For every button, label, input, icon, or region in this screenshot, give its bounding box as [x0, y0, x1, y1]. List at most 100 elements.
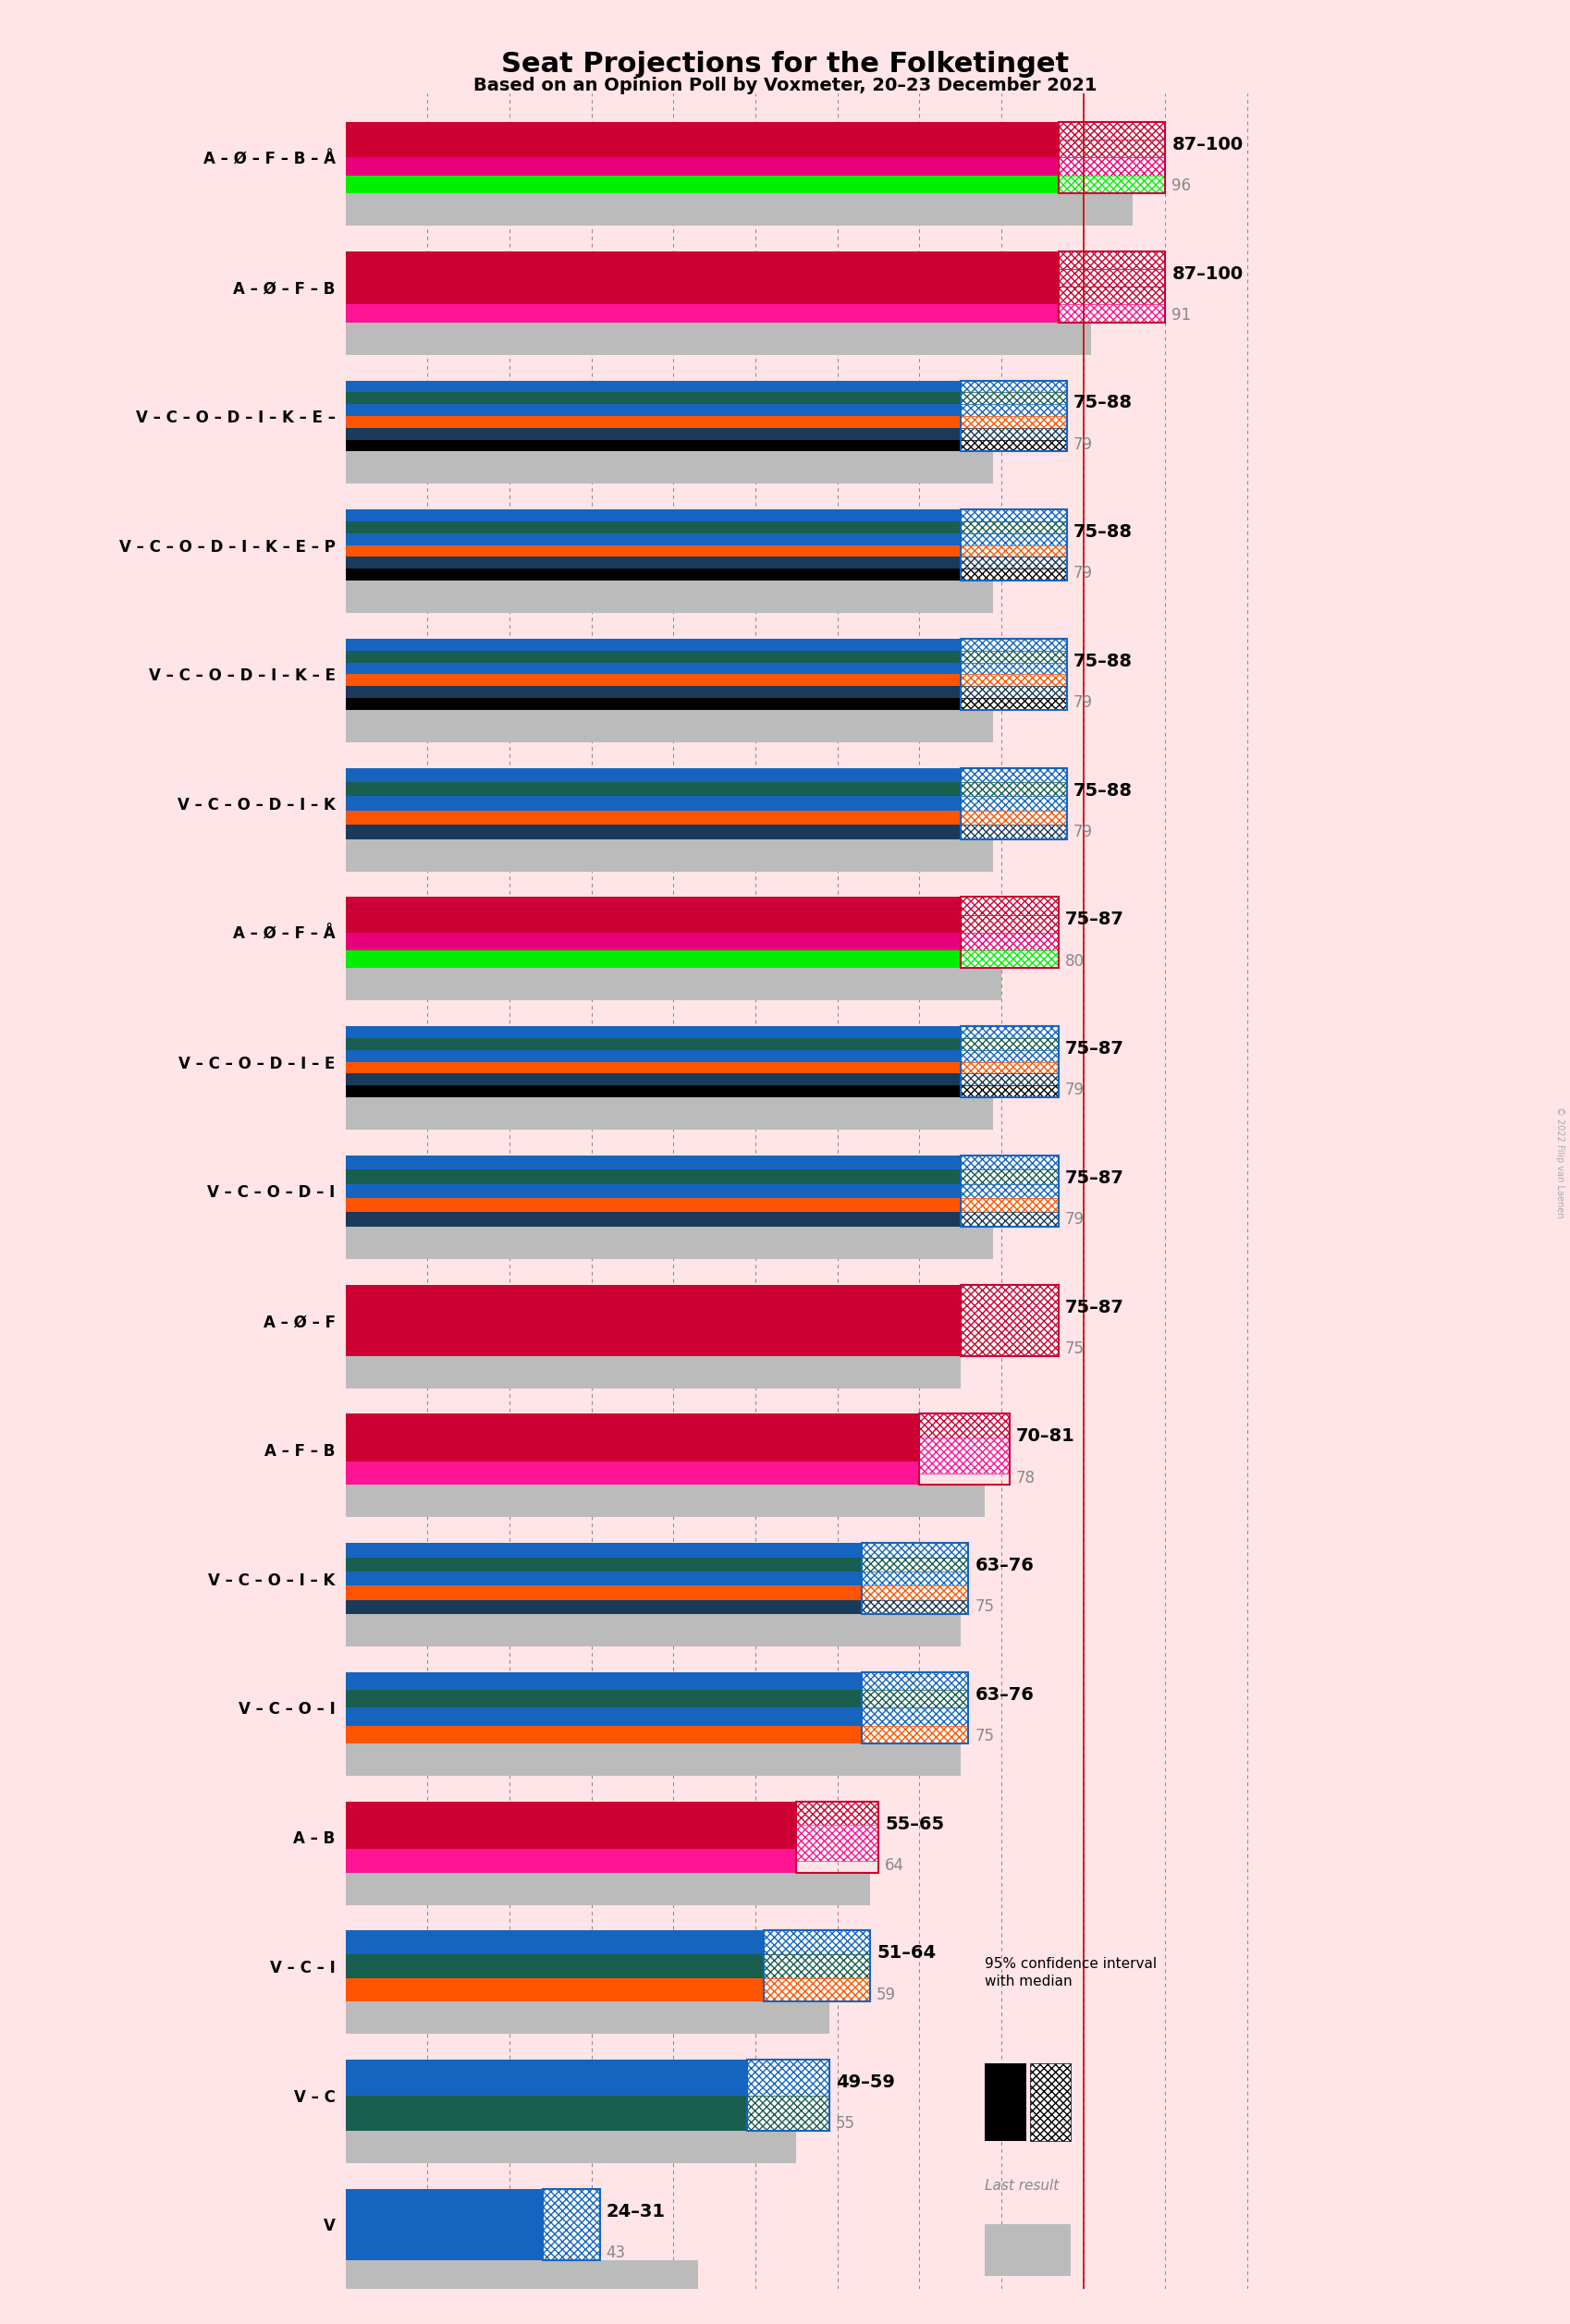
Bar — [763, 1931, 870, 2001]
Bar — [345, 2189, 542, 2259]
Text: 75: 75 — [975, 1729, 994, 1745]
Text: Based on an Opinion Poll by Voxmeter, 20–23 December 2021: Based on an Opinion Poll by Voxmeter, 20… — [474, 77, 1096, 95]
Text: 55–65: 55–65 — [884, 1815, 944, 1834]
Bar — [345, 509, 959, 521]
Bar — [959, 1155, 1058, 1227]
Bar — [959, 1155, 1058, 1169]
Bar — [959, 1285, 1058, 1355]
Bar — [345, 1615, 959, 1645]
Text: 79: 79 — [1072, 437, 1093, 453]
Bar — [862, 1543, 969, 1557]
Text: 80: 80 — [1064, 953, 1083, 969]
Bar — [345, 1801, 796, 1824]
Bar — [345, 381, 959, 393]
Bar — [1030, 2064, 1071, 2140]
Bar — [862, 1585, 969, 1599]
Bar — [1058, 286, 1165, 304]
Text: 51–64: 51–64 — [876, 1945, 936, 1961]
Text: 64: 64 — [884, 1857, 904, 1873]
Text: 75: 75 — [975, 1599, 994, 1615]
Bar — [959, 381, 1066, 451]
Bar — [345, 797, 959, 811]
Text: 75–87: 75–87 — [1064, 1299, 1124, 1315]
Bar — [959, 1039, 1058, 1050]
Text: 79: 79 — [1064, 1083, 1083, 1099]
Bar — [345, 1931, 763, 1954]
Bar — [959, 404, 1066, 416]
Text: 63–76: 63–76 — [975, 1687, 1033, 1703]
Bar — [959, 1085, 1058, 1097]
Text: 87–100: 87–100 — [1171, 135, 1242, 153]
Bar — [345, 546, 959, 558]
Bar — [918, 1413, 1010, 1450]
Text: 49–59: 49–59 — [835, 2073, 895, 2092]
Bar — [345, 558, 959, 569]
Bar — [1058, 251, 1165, 323]
Text: 75–88: 75–88 — [1072, 395, 1132, 411]
Bar — [959, 416, 1066, 428]
Bar — [345, 532, 959, 546]
Text: 79: 79 — [1072, 695, 1093, 711]
Bar — [959, 1285, 1058, 1355]
Bar — [345, 1690, 862, 1708]
Bar — [345, 686, 959, 697]
Bar — [1058, 123, 1165, 139]
Bar — [345, 2259, 697, 2291]
Bar — [345, 951, 959, 969]
Bar — [345, 1183, 959, 1199]
Bar — [345, 1027, 959, 1039]
Bar — [959, 532, 1066, 546]
Text: 63–76: 63–76 — [975, 1557, 1033, 1573]
Bar — [959, 381, 1066, 393]
Text: 24–31: 24–31 — [606, 2203, 666, 2219]
Text: 91: 91 — [1171, 307, 1190, 323]
Text: 75–87: 75–87 — [1064, 911, 1124, 930]
Bar — [959, 428, 1066, 439]
Bar — [959, 1199, 1058, 1213]
Bar — [959, 916, 1058, 932]
Bar — [345, 897, 959, 916]
Bar — [345, 1557, 862, 1571]
Bar — [345, 1285, 959, 1308]
Bar — [959, 932, 1058, 951]
Bar — [959, 558, 1066, 569]
Bar — [959, 767, 1066, 839]
Bar — [345, 662, 959, 674]
Bar — [862, 1673, 969, 1690]
Bar — [959, 825, 1066, 839]
Bar — [345, 1085, 959, 1097]
Bar — [959, 1027, 1058, 1039]
Bar — [345, 1213, 959, 1227]
Bar — [918, 1439, 1010, 1473]
Bar — [959, 1074, 1058, 1085]
Bar — [959, 439, 1066, 451]
Text: 79: 79 — [1072, 823, 1093, 841]
Bar — [345, 1413, 918, 1439]
Bar — [959, 1027, 1058, 1097]
Bar — [959, 811, 1066, 825]
Bar — [345, 1850, 796, 1873]
Bar — [959, 509, 1066, 521]
Bar — [345, 1673, 862, 1690]
Bar — [345, 1571, 862, 1585]
Bar — [862, 1673, 969, 1743]
Bar — [345, 304, 1058, 323]
Bar — [345, 1599, 862, 1615]
Bar — [959, 1050, 1058, 1062]
Bar — [862, 1599, 969, 1615]
Bar — [345, 139, 1058, 158]
Bar — [345, 270, 1058, 286]
Bar — [345, 1724, 862, 1743]
Bar — [345, 286, 1058, 304]
Bar — [959, 1183, 1058, 1199]
Bar — [1058, 251, 1165, 270]
Bar — [345, 1308, 959, 1332]
Bar — [959, 686, 1066, 697]
Bar — [345, 323, 1091, 356]
Bar — [345, 581, 992, 614]
Bar — [984, 2224, 1071, 2275]
Bar — [862, 1724, 969, 1743]
Bar — [345, 569, 959, 581]
Bar — [345, 1355, 959, 1387]
Bar — [959, 1062, 1058, 1074]
